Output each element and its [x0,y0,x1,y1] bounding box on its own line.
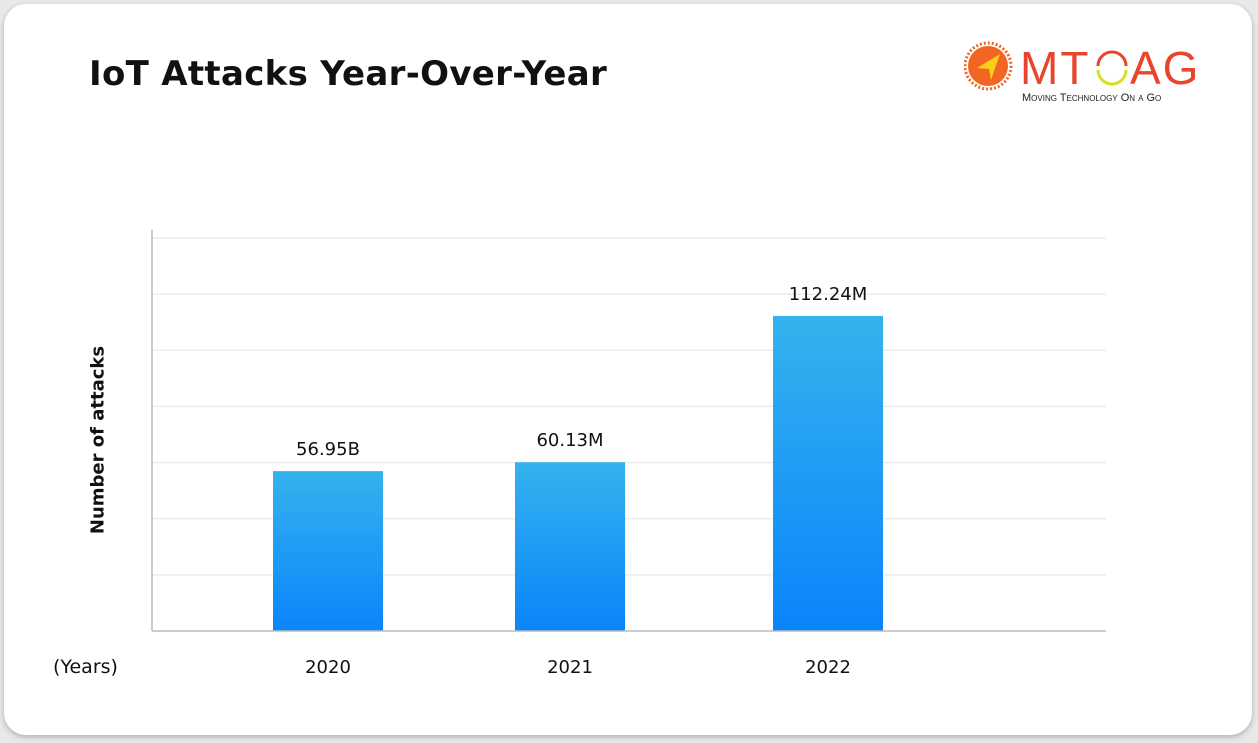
x-tick-label-2020: 2020 [305,657,351,678]
svg-text:MT: MT [1020,42,1090,94]
chart-card: IoT Attacks Year-Over-Year MT AG Moving … [4,4,1252,735]
bar-2022 [773,315,883,631]
mtoag-logo-mark: MT AG [963,41,1200,94]
bar-2021 [515,462,625,631]
x-tick-label-2021: 2021 [547,657,593,678]
data-label-2022: 112.24M [789,284,868,305]
x-tick-label-2022: 2022 [805,657,851,678]
chart-title: IoT Attacks Year-Over-Year [89,54,608,94]
mtoag-logo: MT AG Moving Technology On a Go [963,40,1204,110]
y-axis-label: Number of attacks [87,345,109,535]
data-label-2020: 56.95B [296,439,360,460]
logo-tagline: Moving Technology On a Go [1022,92,1162,104]
bar-2020 [273,471,383,631]
x-axis-label: (Years) [53,656,118,678]
svg-text:AG: AG [1130,42,1200,94]
data-label-2021: 60.13M [536,430,603,451]
